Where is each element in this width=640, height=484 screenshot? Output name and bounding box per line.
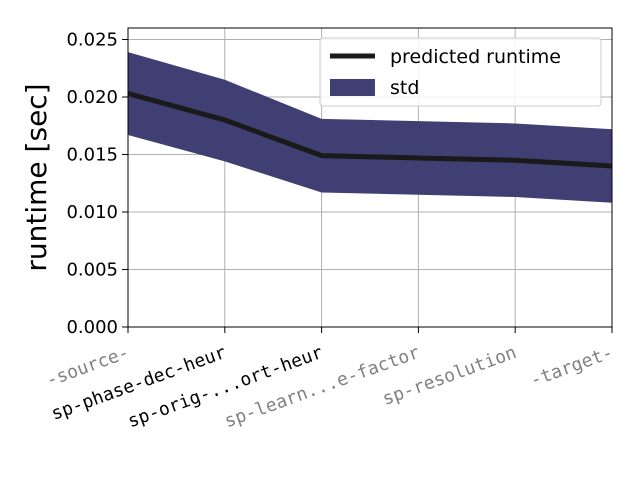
y-axis-ticks: 0.000 0.005 0.010 0.015 0.020 0.025 xyxy=(66,30,128,339)
y-tick-label-4: 0.020 xyxy=(66,87,118,108)
legend: predicted runtime std xyxy=(320,38,601,106)
legend-std-label: std xyxy=(390,77,419,99)
y-tick-label-5: 0.025 xyxy=(66,30,118,51)
x-axis-ticks: -source-sp-phase-dec-heursp-orig-...ort-… xyxy=(43,327,616,432)
y-tick-label-3: 0.015 xyxy=(66,145,118,166)
y-tick-label-0: 0.000 xyxy=(66,317,118,338)
x-tick-label-5: -target- xyxy=(527,342,616,391)
legend-std-swatch xyxy=(330,79,375,96)
y-tick-label-1: 0.005 xyxy=(66,260,118,281)
y-tick-label-2: 0.010 xyxy=(66,202,118,223)
legend-predicted-runtime-label: predicted runtime xyxy=(390,46,561,68)
y-axis-title: runtime [sec] xyxy=(20,83,53,271)
